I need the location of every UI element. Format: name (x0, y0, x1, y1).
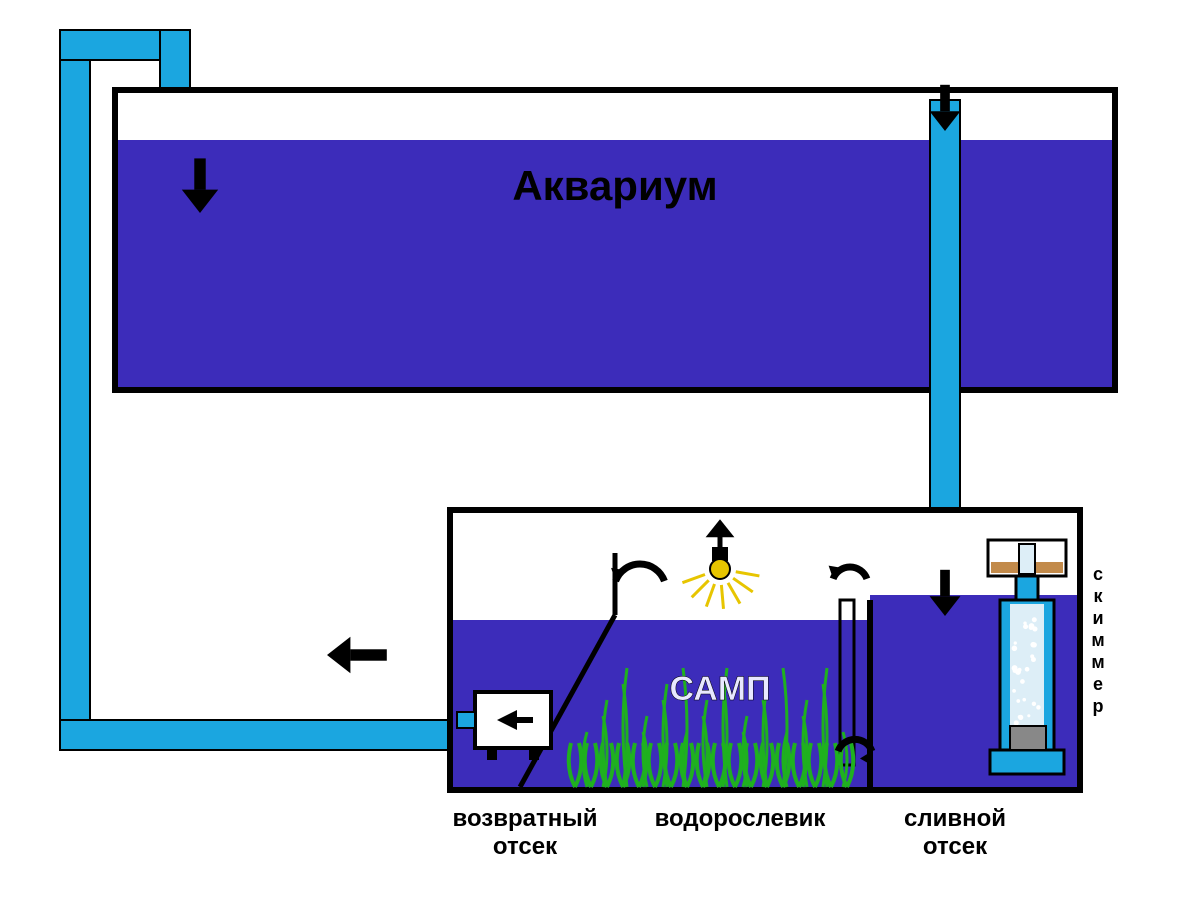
skimmer-label-char: е (1093, 674, 1103, 694)
sump-label: САМП (669, 670, 770, 708)
algae-compartment-label: водорослевик (655, 805, 827, 832)
aquarium-tank: Аквариум (115, 90, 1115, 390)
return-compartment-label-1: возвратный (453, 805, 598, 832)
skimmer-icon (988, 540, 1066, 774)
aquarium-label: Аквариум (512, 162, 717, 209)
skimmer-label-char: с (1093, 564, 1103, 584)
skimmer-label-char: к (1093, 586, 1103, 606)
skimmer-label-char: м (1091, 630, 1104, 650)
skimmer-label-char: р (1093, 696, 1104, 716)
return-compartment-label-2: отсек (493, 833, 558, 860)
skimmer-label-char: и (1092, 608, 1103, 628)
arrow-pump-out-icon (327, 637, 387, 673)
skimmer-label-char: м (1091, 652, 1104, 672)
drain-compartment-label-2: отсек (923, 833, 988, 860)
drain-compartment-label-1: сливной (904, 805, 1006, 832)
